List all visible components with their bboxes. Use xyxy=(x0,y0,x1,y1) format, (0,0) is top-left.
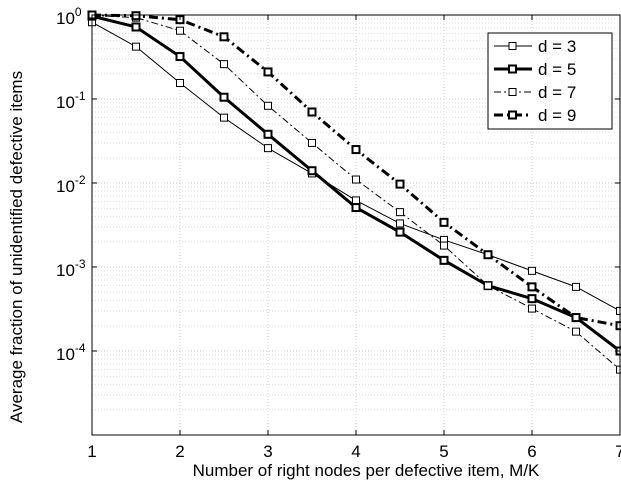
x-tick-label: 6 xyxy=(527,442,536,461)
legend-swatch-marker xyxy=(508,110,517,120)
data-point-marker xyxy=(307,107,317,117)
data-point-marker xyxy=(483,250,493,260)
y-tick-label: 10-2 xyxy=(56,173,86,196)
data-point-marker xyxy=(175,52,185,62)
data-point-marker xyxy=(264,144,272,153)
data-point-marker xyxy=(219,32,229,42)
data-point-marker xyxy=(131,11,141,21)
data-point-marker xyxy=(352,175,360,184)
data-point-marker xyxy=(263,67,273,77)
data-point-marker xyxy=(527,294,537,304)
data-point-marker xyxy=(131,22,141,32)
data-point-marker xyxy=(395,227,405,237)
data-point-marker xyxy=(571,313,581,323)
axis-ticks: 1 2 3 4 5 6 7 10-4 10-3 10-2 10-1 100 xyxy=(56,5,621,461)
data-point-marker xyxy=(263,129,273,139)
legend-label: d = 5 xyxy=(538,60,576,79)
data-point-marker xyxy=(572,327,580,336)
y-tick-label: 10-3 xyxy=(56,257,86,280)
data-point-marker xyxy=(440,241,448,250)
data-point-marker xyxy=(396,219,404,228)
x-axis-label: Number of right nodes per defective item… xyxy=(193,461,540,480)
legend-label: d = 7 xyxy=(538,83,576,102)
data-point-marker xyxy=(439,255,449,265)
data-point-marker xyxy=(219,92,229,102)
y-tick-label: 100 xyxy=(56,5,82,28)
series-3 xyxy=(88,11,621,374)
data-point-marker xyxy=(307,166,317,176)
y-axis-label: Average fraction of unidentified defecti… xyxy=(7,71,26,423)
data-point-marker xyxy=(528,304,536,313)
data-point-marker xyxy=(527,282,537,292)
x-tick-label: 1 xyxy=(87,442,96,461)
data-point-marker xyxy=(484,281,492,290)
y-tick-label: 10-1 xyxy=(56,89,86,112)
legend-swatch-marker xyxy=(508,88,517,96)
data-point-marker xyxy=(396,208,404,217)
data-point-marker xyxy=(132,42,140,51)
data-point-marker xyxy=(176,79,184,88)
data-point-marker xyxy=(264,101,272,110)
data-point-marker xyxy=(220,113,228,122)
series-lines xyxy=(87,10,621,374)
legend-label: d = 3 xyxy=(538,37,576,56)
x-tick-label: 3 xyxy=(263,442,272,461)
data-point-marker xyxy=(395,179,405,189)
data-point-marker xyxy=(220,60,228,69)
legend-swatch-marker xyxy=(508,42,517,50)
y-tick-label: 10-4 xyxy=(56,341,86,364)
legend-label: d = 9 xyxy=(538,106,576,125)
data-point-marker xyxy=(439,217,449,227)
data-point-marker xyxy=(176,26,184,35)
x-tick-label: 2 xyxy=(175,442,184,461)
data-point-marker xyxy=(352,196,360,205)
data-point-marker xyxy=(308,138,316,147)
legend: d = 3 d = 5 d = 7 d = 9 xyxy=(487,32,613,130)
x-tick-label: 5 xyxy=(439,442,448,461)
x-tick-label: 4 xyxy=(351,442,360,461)
data-point-marker xyxy=(528,266,536,275)
data-point-marker xyxy=(351,203,361,213)
data-point-marker xyxy=(351,145,361,155)
series-1 xyxy=(88,18,621,315)
x-tick-label: 7 xyxy=(615,442,621,461)
data-point-marker xyxy=(572,282,580,291)
legend-swatch-marker xyxy=(508,64,517,74)
